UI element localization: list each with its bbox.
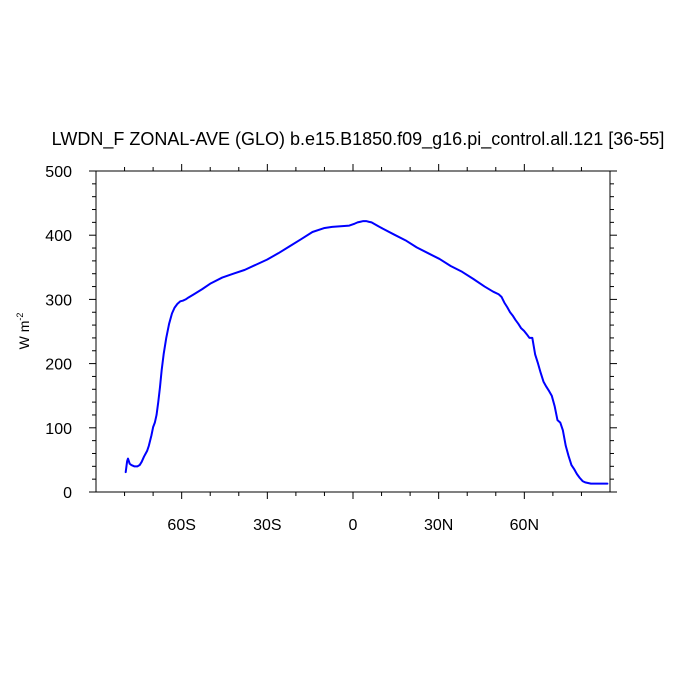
- y-axis-label-superscript: -2: [15, 313, 25, 321]
- series-line: [124, 220, 609, 485]
- y-tick-label: 500: [45, 164, 72, 181]
- plot-area: 0 100 200 300 400 500 60S 30S 0 30N 60N: [45, 164, 617, 534]
- y-tick-label: 0: [63, 485, 72, 502]
- chart-title: LWDN_F ZONAL-AVE (GLO) b.e15.B1850.f09_g…: [52, 129, 665, 150]
- plot-frame: [95, 170, 611, 493]
- tick-labels: 0 100 200 300 400 500 60S 30S 0 30N 60N: [45, 164, 539, 534]
- y-tick-label: 200: [45, 357, 72, 374]
- x-tick-label: 0: [349, 517, 358, 534]
- x-tick-label: 30S: [253, 517, 281, 534]
- y-axis-label-base: W m: [16, 321, 32, 350]
- y-tick-label: 100: [45, 421, 72, 438]
- tick-marks: [89, 164, 617, 499]
- y-axis-label: W m-2: [15, 313, 32, 350]
- y-tick-label: 300: [45, 292, 72, 309]
- x-tick-label: 60N: [510, 517, 539, 534]
- x-tick-label: 60S: [167, 517, 195, 534]
- x-tick-label: 30N: [424, 517, 453, 534]
- y-tick-label: 400: [45, 228, 72, 245]
